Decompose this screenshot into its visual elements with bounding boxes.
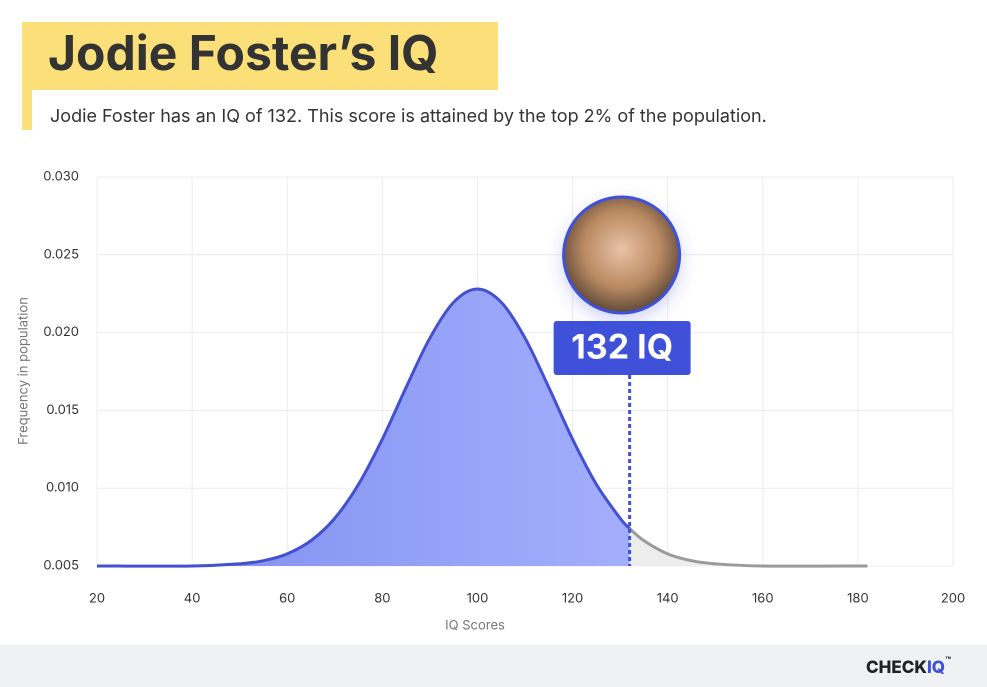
y-tick-label: 0.025 bbox=[44, 246, 79, 262]
brand-mark: ™ bbox=[945, 655, 951, 666]
highlight-label: 132 IQ bbox=[571, 326, 673, 367]
curve-highlighted-line bbox=[96, 287, 631, 568]
brand-part: IQ bbox=[927, 658, 945, 678]
plot-area: 0.005 0.010 0.015 0.020 0.025 0.030 20 40 60 80 10… bbox=[43, 169, 965, 607]
highlight-box bbox=[553, 321, 691, 375]
y-tick-label: 0.030 bbox=[43, 169, 79, 185]
x-tick-label: 180 bbox=[847, 591, 869, 607]
curve-tail-area bbox=[629, 528, 868, 567]
x-tick-label: 160 bbox=[752, 591, 774, 607]
x-tick-label: 80 bbox=[374, 591, 390, 607]
x-tick-label: 40 bbox=[184, 591, 201, 607]
y-tick-label: 0.005 bbox=[43, 558, 79, 574]
chart-subtitle: Jodie Foster has an IQ of 132. This scor… bbox=[50, 106, 767, 127]
x-tick-label: 60 bbox=[279, 591, 295, 607]
y-tick-label: 0.015 bbox=[46, 402, 79, 418]
x-tick-label: 140 bbox=[657, 591, 679, 607]
x-tick-label: 200 bbox=[941, 591, 965, 607]
x-axis-label: IQ Scores bbox=[445, 618, 505, 634]
avatar-photo bbox=[562, 195, 682, 315]
avatar bbox=[562, 195, 682, 315]
curve-tail-line bbox=[628, 527, 868, 568]
x-tick-label: 120 bbox=[562, 591, 583, 607]
brand-part: CHECK bbox=[866, 658, 927, 678]
x-tick-label: 100 bbox=[467, 591, 489, 607]
curve-highlighted-area bbox=[97, 289, 630, 567]
chart-title: Jodie Foster’s IQ bbox=[48, 23, 438, 82]
accent-bar bbox=[22, 22, 32, 130]
y-axis-label: Frequency in population bbox=[16, 297, 32, 445]
brand-logo: CHECKIQ™ bbox=[866, 655, 951, 677]
x-tick-label: 20 bbox=[89, 591, 105, 607]
footer bbox=[0, 645, 987, 687]
y-tick-label: 0.020 bbox=[43, 324, 79, 340]
y-tick-label: 0.010 bbox=[46, 480, 79, 496]
title-box bbox=[32, 22, 498, 90]
